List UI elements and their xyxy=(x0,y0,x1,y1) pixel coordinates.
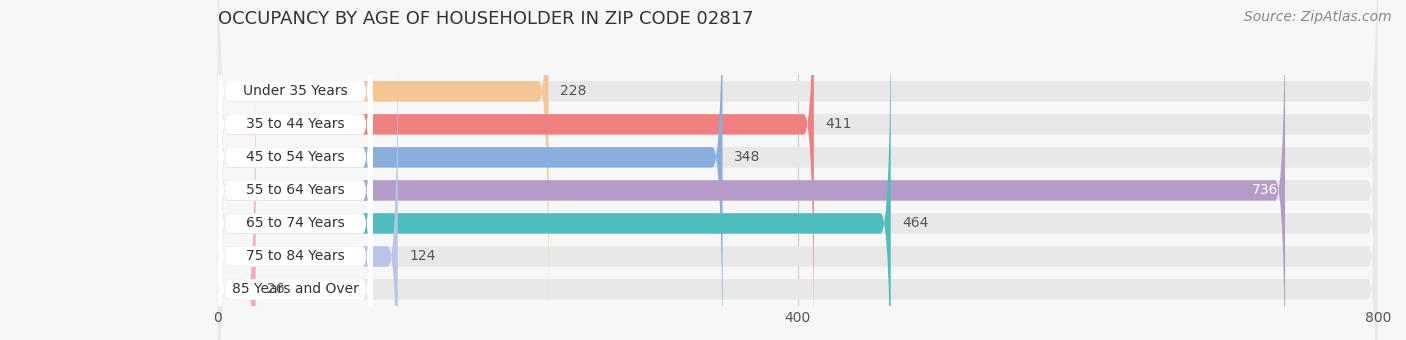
Text: OCCUPANCY BY AGE OF HOUSEHOLDER IN ZIP CODE 02817: OCCUPANCY BY AGE OF HOUSEHOLDER IN ZIP C… xyxy=(218,10,754,28)
Text: 411: 411 xyxy=(825,117,852,131)
FancyBboxPatch shape xyxy=(218,0,1378,340)
FancyBboxPatch shape xyxy=(218,0,373,340)
FancyBboxPatch shape xyxy=(218,67,373,340)
FancyBboxPatch shape xyxy=(218,0,548,314)
FancyBboxPatch shape xyxy=(218,0,373,340)
Text: 85 Years and Over: 85 Years and Over xyxy=(232,283,359,296)
Text: 55 to 64 Years: 55 to 64 Years xyxy=(246,183,344,198)
FancyBboxPatch shape xyxy=(218,0,891,340)
FancyBboxPatch shape xyxy=(218,0,1378,314)
Text: 35 to 44 Years: 35 to 44 Years xyxy=(246,117,344,131)
FancyBboxPatch shape xyxy=(218,33,398,340)
Text: 45 to 54 Years: 45 to 54 Years xyxy=(246,150,344,164)
Text: 65 to 74 Years: 65 to 74 Years xyxy=(246,217,344,231)
FancyBboxPatch shape xyxy=(218,67,256,340)
FancyBboxPatch shape xyxy=(218,33,1378,340)
FancyBboxPatch shape xyxy=(218,33,373,340)
Text: Source: ZipAtlas.com: Source: ZipAtlas.com xyxy=(1244,10,1392,24)
FancyBboxPatch shape xyxy=(218,0,1378,340)
FancyBboxPatch shape xyxy=(218,0,373,314)
Text: 228: 228 xyxy=(560,84,586,98)
Text: Under 35 Years: Under 35 Years xyxy=(243,84,347,98)
Text: 26: 26 xyxy=(267,283,285,296)
Text: 464: 464 xyxy=(903,217,929,231)
FancyBboxPatch shape xyxy=(218,0,373,340)
Text: 736: 736 xyxy=(1251,183,1278,198)
FancyBboxPatch shape xyxy=(218,0,723,340)
FancyBboxPatch shape xyxy=(218,0,373,340)
Text: 348: 348 xyxy=(734,150,761,164)
FancyBboxPatch shape xyxy=(218,0,814,340)
Text: 75 to 84 Years: 75 to 84 Years xyxy=(246,250,344,264)
FancyBboxPatch shape xyxy=(218,0,1285,340)
FancyBboxPatch shape xyxy=(218,0,1378,340)
FancyBboxPatch shape xyxy=(218,0,1378,340)
FancyBboxPatch shape xyxy=(218,67,1378,340)
Text: 124: 124 xyxy=(409,250,436,264)
